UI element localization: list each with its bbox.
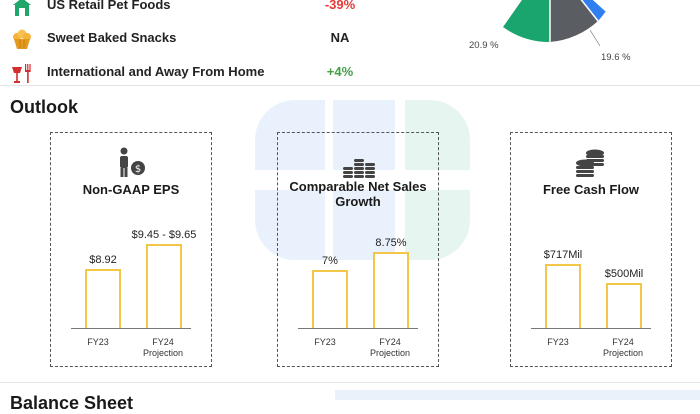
segment-row: Sweet Baked Snacks NA	[0, 27, 420, 51]
bar-value-label: 7%	[322, 255, 338, 267]
x-label-fy23: FY23	[73, 337, 123, 348]
bar-value-label: $9.45 - $9.65	[131, 229, 197, 241]
cupcake-icon	[10, 27, 34, 51]
dog-house-icon	[10, 0, 34, 18]
fork-knife-cup-icon	[10, 61, 34, 85]
outlook-card-comparable-net-sales: Comparable Net Sales Growth 7% 8.75% FY2…	[277, 132, 439, 367]
segment-change-value: NA	[330, 30, 350, 45]
x-label-fy23: FY23	[300, 337, 350, 348]
x-label-line: FY24	[152, 337, 174, 347]
pie-slice-blue	[581, 0, 606, 21]
segment-row: US Retail Pet Foods -39%	[0, 0, 420, 18]
coin-stacks-icon	[343, 159, 375, 178]
segment-pie-chart	[503, 0, 607, 47]
bar-value-label: $717Mil	[543, 249, 583, 261]
divider	[0, 382, 700, 383]
x-label-fy24: FY24 Projection	[593, 337, 653, 359]
balance-sheet-panel	[335, 390, 700, 400]
x-label-fy24: FY24 Projection	[133, 337, 193, 359]
bar-fy23	[85, 269, 121, 328]
bar-fy24-projection	[373, 252, 409, 328]
chart-area: 7% 8.75%	[278, 218, 438, 328]
x-label-line: FY23	[87, 337, 109, 347]
x-label-line: Projection	[369, 348, 411, 358]
chart-baseline	[531, 328, 651, 329]
pie-slice-green-lower	[503, 0, 550, 43]
bar-fy24-projection	[606, 283, 642, 328]
chart-baseline	[71, 328, 191, 329]
segment-label: US Retail Pet Foods	[47, 0, 171, 12]
watermark-logo	[255, 100, 470, 260]
pie-slice-gray	[550, 0, 598, 42]
x-label-line: FY23	[314, 337, 336, 347]
x-label-line: FY23	[547, 337, 569, 347]
card-title: Comparable Net Sales	[289, 179, 427, 194]
card-title: Non-GAAP EPS	[82, 182, 180, 197]
bar-value-label: $8.92	[89, 254, 117, 266]
x-label-line: Projection	[142, 348, 184, 358]
x-label-fy24: FY24 Projection	[360, 337, 420, 359]
section-title-outlook: Outlook	[10, 97, 78, 117]
pie-label-left: 20.9 %	[469, 40, 499, 51]
outlook-card-free-cash-flow: Free Cash Flow $717Mil $500Mil FY23 FY24…	[510, 132, 672, 367]
chart-baseline	[298, 328, 418, 329]
coins-icon	[576, 149, 604, 177]
segment-label: International and Away From Home	[47, 64, 265, 79]
bar-fy24-projection	[146, 244, 182, 328]
chart-area: $717Mil $500Mil	[511, 218, 671, 328]
divider	[0, 85, 700, 86]
bar-value-label: 8.75%	[375, 237, 407, 249]
bar-fy23	[545, 264, 581, 328]
bar-value-label: $500Mil	[604, 268, 644, 280]
x-label-line: FY24	[379, 337, 401, 347]
card-title: Growth	[335, 194, 381, 209]
chart-area: $8.92 $9.45 - $9.65	[51, 218, 211, 328]
card-title: Free Cash Flow	[542, 182, 640, 197]
x-label-fy23: FY23	[533, 337, 583, 348]
segment-row: International and Away From Home +4%	[0, 61, 420, 85]
x-label-line: FY24	[612, 337, 634, 347]
x-label-line: Projection	[602, 348, 644, 358]
bar-fy23	[312, 270, 348, 328]
segment-change-value: -39%	[324, 0, 356, 12]
segment-label: Sweet Baked Snacks	[47, 30, 177, 45]
section-title-balance-sheet: Balance Sheet	[10, 393, 134, 413]
segment-change-value: +4%	[326, 64, 354, 79]
svg-text:$: $	[135, 164, 141, 175]
person-money-bag-icon: $	[120, 147, 145, 177]
pie-label-right: 19.6 %	[601, 52, 631, 63]
outlook-card-non-gaap-eps: $ Non-GAAP EPS $8.92 $9.45 - $9.65 FY23 …	[50, 132, 212, 367]
